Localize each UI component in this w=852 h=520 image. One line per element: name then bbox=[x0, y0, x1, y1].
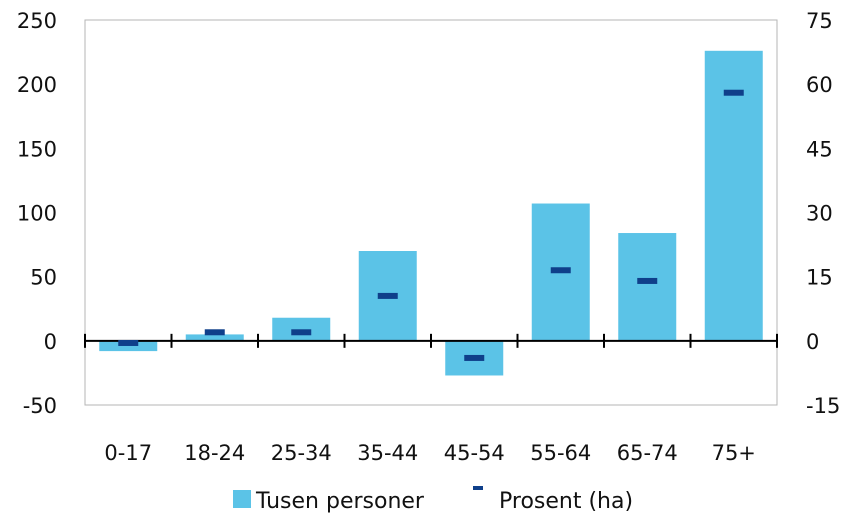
legend-swatch-marker bbox=[473, 486, 483, 490]
category-label: 75+ bbox=[712, 441, 756, 465]
category-label: 0-17 bbox=[104, 441, 152, 465]
category-label: 65-74 bbox=[617, 441, 678, 465]
category-label: 35-44 bbox=[357, 441, 418, 465]
bar-75+ bbox=[704, 50, 763, 341]
marker-55-64 bbox=[550, 267, 571, 274]
category-label: 45-54 bbox=[444, 441, 505, 465]
bar-18-24 bbox=[185, 334, 244, 341]
right-tick-label: 75 bbox=[806, 9, 833, 33]
marker-18-24 bbox=[204, 329, 225, 336]
right-tick-label: 30 bbox=[806, 202, 833, 226]
left-tick-label: 200 bbox=[17, 73, 57, 97]
left-tick-label: 250 bbox=[17, 9, 57, 33]
right-tick-label: 60 bbox=[806, 73, 833, 97]
legend: Tusen personer Prosent (ha) bbox=[233, 486, 633, 514]
left-tick-label: 50 bbox=[30, 266, 57, 290]
category-label: 55-64 bbox=[530, 441, 591, 465]
right-tick-label: -15 bbox=[806, 394, 840, 418]
left-tick-label: 100 bbox=[17, 202, 57, 226]
bar-65-74 bbox=[618, 233, 677, 341]
left-tick-label: -50 bbox=[23, 394, 57, 418]
right-tick-label: 15 bbox=[806, 266, 833, 290]
left-tick-label: 150 bbox=[17, 137, 57, 161]
marker-65-74 bbox=[637, 277, 658, 284]
legend-swatch-bar bbox=[233, 490, 251, 508]
category-label: 18-24 bbox=[184, 441, 245, 465]
marker-75+ bbox=[723, 89, 744, 96]
right-tick-label: 0 bbox=[806, 330, 819, 354]
marker-25-34 bbox=[291, 329, 312, 336]
marker-0-17 bbox=[118, 339, 139, 346]
legend-label-marker: Prosent (ha) bbox=[499, 489, 633, 514]
right-tick-label: 45 bbox=[806, 137, 833, 161]
category-label: 25-34 bbox=[271, 441, 332, 465]
marker-35-44 bbox=[377, 292, 398, 299]
legend-label-bar: Tusen personer bbox=[255, 489, 425, 514]
plot-frame bbox=[84, 19, 778, 406]
marker-45-54 bbox=[464, 354, 485, 361]
left-tick-label: 0 bbox=[44, 330, 57, 354]
